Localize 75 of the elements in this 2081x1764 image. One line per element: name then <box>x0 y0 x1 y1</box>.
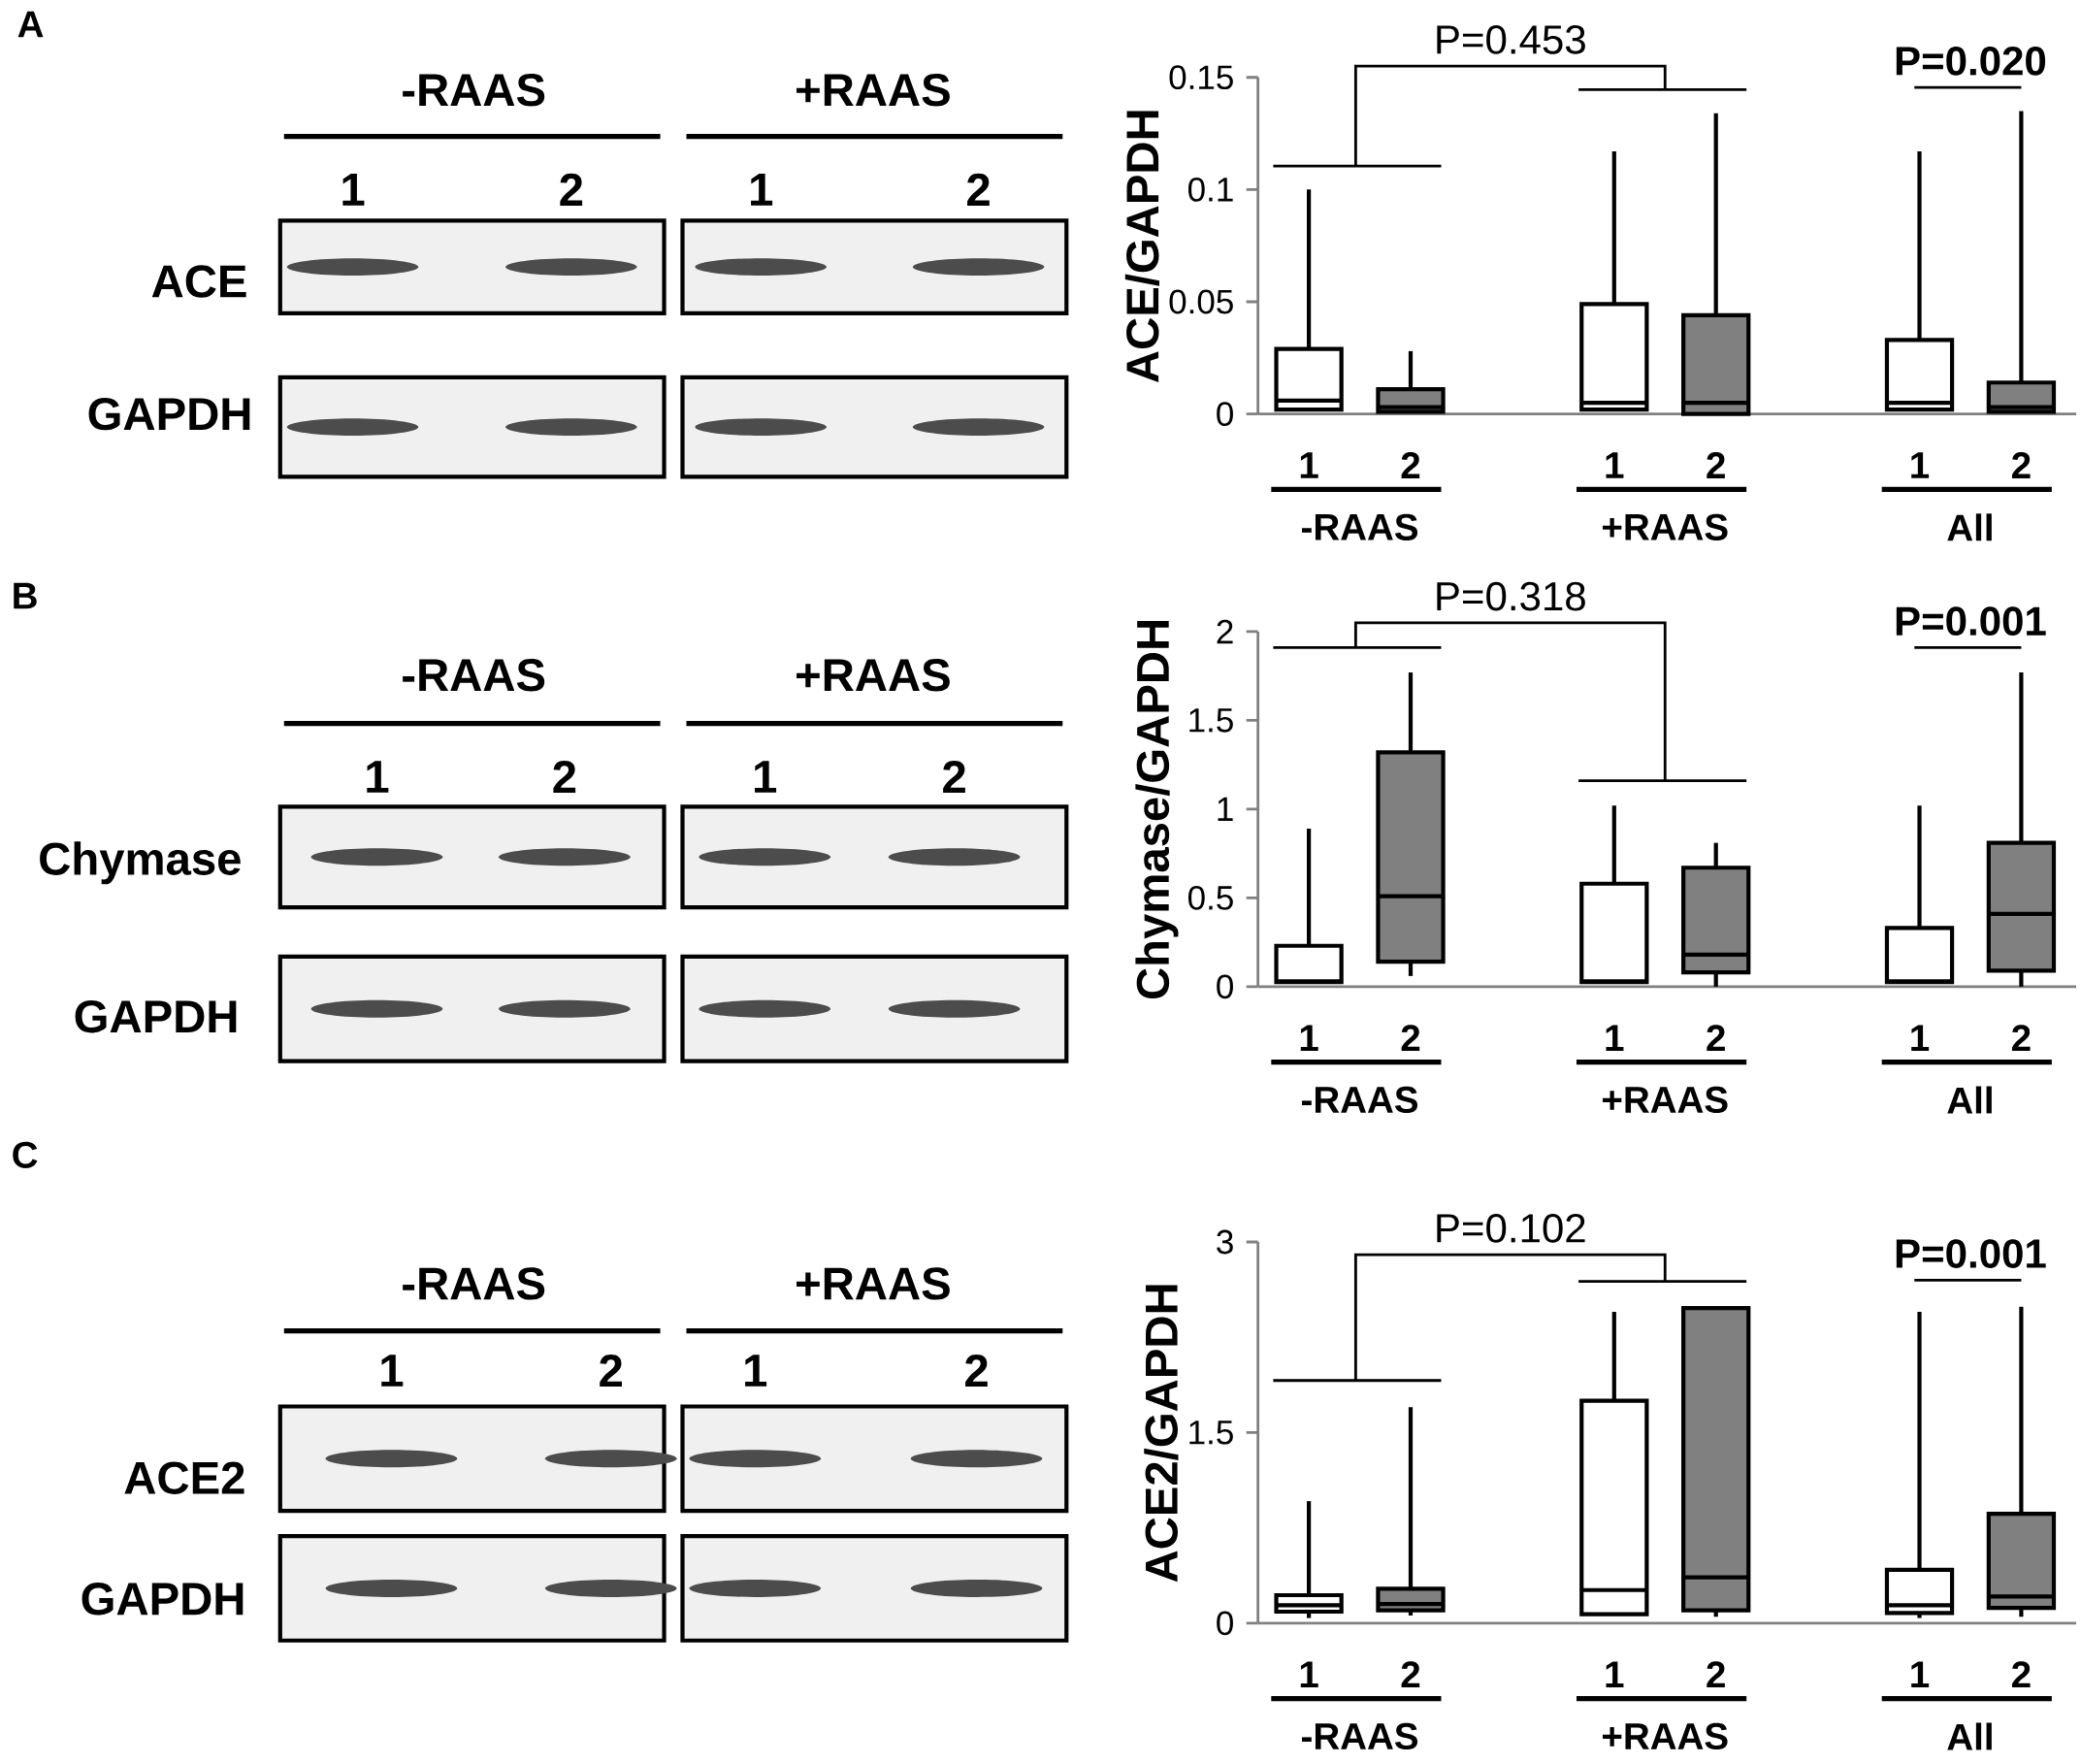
text: 2 <box>1401 1025 1420 1051</box>
text: 2 <box>2012 451 2031 478</box>
text: -RAAS <box>403 658 545 692</box>
text: +RAAS <box>797 73 950 107</box>
text: P=0.020 <box>1896 46 2046 76</box>
y-axis-title: ACE/GAPDH <box>1124 111 1160 382</box>
y-tick-label: 1.5 <box>1189 708 1233 733</box>
text: 1 <box>751 173 773 206</box>
annotation: P=0.001 <box>1896 1238 2046 1268</box>
text: ACE <box>151 265 246 298</box>
text: +RAAS <box>797 1266 950 1300</box>
text: 1 <box>1606 1025 1624 1051</box>
x-tick-label: All <box>1947 1086 1992 1114</box>
x-tick-label: All <box>1947 1722 1992 1750</box>
y-tick-label: 0 <box>1217 402 1233 426</box>
series-label: 1 <box>1606 1661 1624 1687</box>
x-tick-label: -RAAS <box>1302 513 1418 540</box>
annotation: P=0.102 <box>1437 1213 1585 1243</box>
text: 1 <box>1300 1661 1318 1687</box>
y-tick-label: 3 <box>1217 1229 1233 1255</box>
text: 2 <box>943 760 965 793</box>
text: A <box>17 11 44 37</box>
text: 2 <box>965 1354 988 1387</box>
x-tick-label: All <box>1947 513 1992 541</box>
series-label: 2 <box>1401 1661 1420 1687</box>
text: +RAAS <box>797 658 950 692</box>
series-label: 2 <box>1707 451 1725 478</box>
text: -RAAS <box>403 73 545 107</box>
text: 1 <box>1911 1025 1930 1051</box>
text: 2 <box>553 760 576 793</box>
text: 1 <box>342 173 365 206</box>
text: C <box>13 1141 38 1168</box>
text: 2 <box>1401 451 1420 478</box>
text: 2 <box>600 1354 622 1387</box>
y-tick-label: 1 <box>1218 797 1233 821</box>
x-tick-label: -RAAS <box>1302 1086 1418 1113</box>
text: 1 <box>367 761 389 793</box>
text: GAPDH <box>81 1582 244 1616</box>
text: 2 <box>967 173 990 206</box>
text: 2 <box>2012 1661 2031 1687</box>
annotation: P=0.001 <box>1896 606 2046 636</box>
text: B <box>14 582 37 609</box>
text: 1 <box>755 761 777 793</box>
text: 1 <box>745 1355 767 1387</box>
text: GAPDH <box>88 397 250 431</box>
text: P=0.453 <box>1437 24 1585 54</box>
series-label: 1 <box>1300 452 1318 478</box>
text: -RAAS <box>403 1266 545 1300</box>
y-axis-title: Chymase/GAPDH <box>1135 620 1179 998</box>
x-tick-label: +RAAS <box>1602 513 1728 540</box>
y-tick-label: 2 <box>1217 619 1233 644</box>
text: Chymase <box>40 840 241 885</box>
y-tick-label: 0.1 <box>1187 177 1233 202</box>
y-tick-label: 0 <box>1217 974 1233 999</box>
x-tick-label: -RAAS <box>1302 1722 1418 1749</box>
y-axis-title: ACE2/GAPDH <box>1144 1285 1179 1583</box>
text: GAPDH <box>75 999 237 1033</box>
text: 1 <box>1911 452 1930 478</box>
text: 1 <box>381 1355 404 1387</box>
text: 2 <box>560 173 583 206</box>
y-tick-label: 0.15 <box>1169 65 1233 89</box>
y-tick-label: 0.5 <box>1187 885 1233 910</box>
text: ACE2 <box>124 1461 244 1494</box>
text: 1 <box>1606 452 1624 478</box>
y-tick-label: 1.5 <box>1189 1420 1233 1445</box>
text: 2 <box>1707 1661 1725 1687</box>
text: 1 <box>1911 1661 1930 1687</box>
x-tick-label: +RAAS <box>1602 1086 1728 1113</box>
y-tick-label: 0.05 <box>1169 289 1233 314</box>
y-tick-label: 0 <box>1217 1611 1233 1636</box>
text: P=0.318 <box>1437 581 1585 611</box>
series-label: 2 <box>1707 1025 1725 1051</box>
text: 2 <box>2012 1025 2031 1051</box>
x-tick-label: +RAAS <box>1602 1722 1728 1749</box>
series-label: 1 <box>1300 1025 1318 1051</box>
